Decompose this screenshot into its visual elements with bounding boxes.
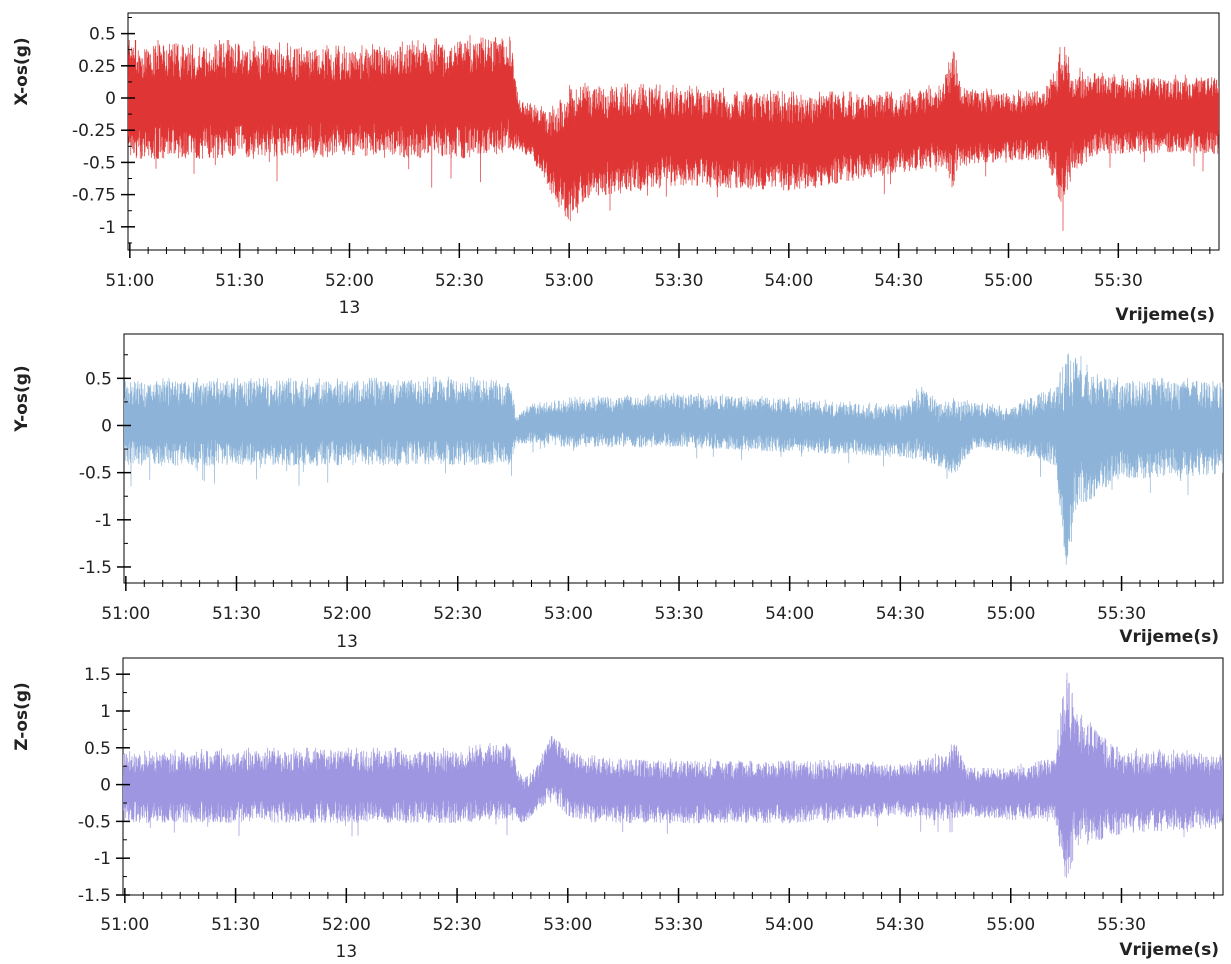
plot-frame xyxy=(123,333,1224,584)
y-tick-label: -1 xyxy=(99,218,116,238)
x-tick-label: 51:30 xyxy=(215,271,264,291)
chart-y-axis: 0.5 0 -0.5 -1 -1.5 51:00 51:30 52:00 52:30 53:00 5… xyxy=(12,333,1224,652)
x-tick-label: 51:30 xyxy=(212,604,261,624)
x-tick-label: 55:30 xyxy=(1097,915,1146,935)
y-tick-label: 1 xyxy=(100,702,111,722)
x-tick-label: 51:00 xyxy=(101,604,150,624)
x-tick-label: 52:00 xyxy=(323,604,372,624)
x-tick-label: 52:30 xyxy=(433,604,482,624)
y-tick-label: -1.5 xyxy=(78,886,111,906)
x-tick-label: 53:30 xyxy=(654,915,703,935)
x-axis-title: Vrijeme(s) xyxy=(1119,627,1219,647)
x-axis-title: Vrijeme(s) xyxy=(1119,940,1219,960)
x-tick-label: 55:00 xyxy=(986,604,1035,624)
x-sublabel: 13 xyxy=(339,298,361,318)
series-line xyxy=(123,672,1223,878)
y-axis-title: Z-os(g) xyxy=(12,682,32,751)
x-tick-label: 55:00 xyxy=(984,271,1033,291)
x-sublabel: 13 xyxy=(336,632,358,652)
y-tick-label: 0.25 xyxy=(78,57,116,77)
y-tick-label: -1 xyxy=(95,511,112,531)
x-tick-label: 53:30 xyxy=(654,271,703,291)
chart-z-axis: 1.5 1 0.5 0 -0.5 -1 -1.5 51:00 51:30 52:00 52:30 53… xyxy=(12,657,1224,962)
x-tick-label: 54:30 xyxy=(874,271,923,291)
x-tick-label: 54:00 xyxy=(765,915,814,935)
y-tick-label: -1 xyxy=(94,849,111,869)
y-tick-label: -1.5 xyxy=(79,558,112,578)
x-tick-label: 51:00 xyxy=(105,271,154,291)
x-tick-label: 54:00 xyxy=(765,604,814,624)
y-tick-label: 0 xyxy=(100,776,111,796)
y-tick-label: 0 xyxy=(105,89,116,109)
chart-x-axis: 0.5 0.25 0 -0.25 -0.5 -0.75 -1 51:00 51:30 52:00 5… xyxy=(12,12,1220,325)
x-tick-label: 52:00 xyxy=(325,271,374,291)
y-tick-label: -0.5 xyxy=(83,153,116,173)
y-tick-label: -0.5 xyxy=(78,812,111,832)
x-tick-label: 51:00 xyxy=(100,915,149,935)
y-tick-label: 0.5 xyxy=(84,739,111,759)
y-tick-label: -0.5 xyxy=(79,464,112,484)
x-tick-label: 54:30 xyxy=(876,915,925,935)
x-tick-label: 53:30 xyxy=(655,604,704,624)
y-axis-title: X-os(g) xyxy=(12,37,32,105)
y-tick-label: 0.5 xyxy=(85,369,112,389)
x-tick-label: 53:00 xyxy=(544,604,593,624)
x-tick-label: 55:30 xyxy=(1094,271,1143,291)
y-tick-label: 1.5 xyxy=(84,665,111,685)
x-tick-label: 54:30 xyxy=(876,604,925,624)
y-axis-title: Y-os(g) xyxy=(12,365,32,432)
y-tick-label: -0.25 xyxy=(72,121,116,141)
y-tick-label: -0.75 xyxy=(72,186,116,206)
x-tick-label: 55:30 xyxy=(1097,604,1146,624)
x-tick-label: 51:30 xyxy=(211,915,260,935)
series-line xyxy=(128,35,1219,231)
x-tick-label: 53:00 xyxy=(545,271,594,291)
y-tick-label: 0.5 xyxy=(89,25,116,45)
x-tick-label: 55:00 xyxy=(986,915,1035,935)
y-tick-label: 0 xyxy=(101,416,112,436)
x-tick-label: 52:00 xyxy=(322,915,371,935)
x-sublabel: 13 xyxy=(336,942,358,962)
series-line xyxy=(124,353,1223,565)
x-axis-title: Vrijeme(s) xyxy=(1115,305,1215,325)
x-tick-label: 53:00 xyxy=(543,915,592,935)
x-tick-label: 54:00 xyxy=(764,271,813,291)
x-tick-label: 52:30 xyxy=(435,271,484,291)
x-tick-label: 52:30 xyxy=(433,915,482,935)
